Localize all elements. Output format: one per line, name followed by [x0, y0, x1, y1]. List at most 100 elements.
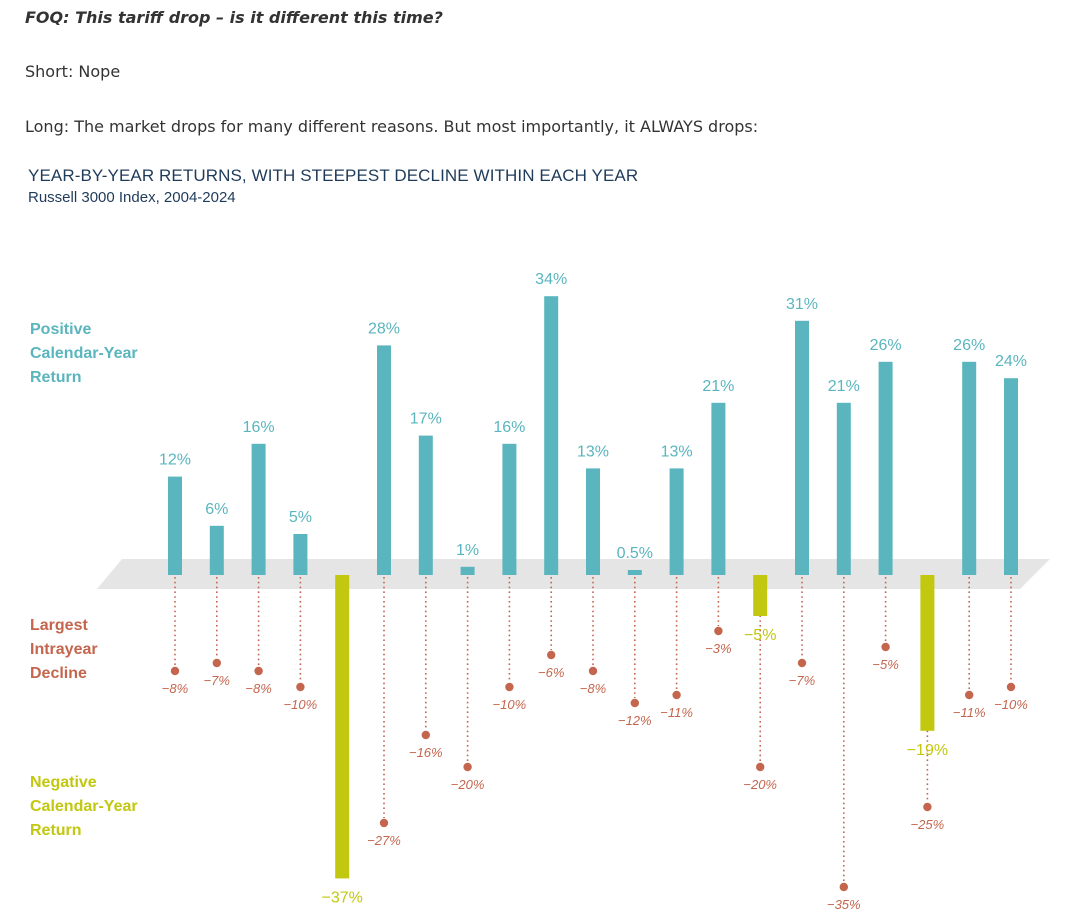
- negative-label-line: Calendar-Year: [30, 798, 138, 815]
- zero-baseline-band: [97, 559, 1050, 589]
- post-short-answer: Short: Nope: [25, 62, 121, 81]
- return-bar-2018: [753, 575, 768, 616]
- return-bar-2019: [795, 320, 809, 575]
- post-long-answer: Long: The market drops for many differen…: [25, 117, 759, 136]
- return-label-2005: 6%: [205, 501, 228, 518]
- decline-label-2006: −8%: [245, 681, 271, 696]
- chart-title: YEAR-BY-YEAR RETURNS, WITH STEEPEST DECL…: [28, 166, 639, 185]
- negative-label-line: Negative: [30, 774, 97, 791]
- decline-label-2019: −7%: [789, 673, 815, 688]
- decline-dot-2016: [672, 690, 681, 700]
- return-bar-2013: [544, 296, 559, 575]
- return-label-2016: 13%: [661, 443, 693, 460]
- return-bar-2004: [168, 476, 182, 575]
- return-bar-2010: [418, 435, 433, 575]
- decline-dot-2014: [588, 666, 598, 676]
- return-bar-2023: [962, 361, 977, 575]
- return-bar-2009: [377, 345, 391, 575]
- return-bar-2007: [293, 534, 308, 575]
- intrayear-decline-label: Largest Intrayear Decline: [30, 614, 98, 686]
- return-label-2018: −5%: [744, 627, 776, 644]
- return-label-2024: 24%: [995, 353, 1027, 370]
- return-bar-2017: [711, 402, 726, 575]
- decline-label-2015: −12%: [618, 713, 652, 728]
- decline-dot-2024: [1006, 682, 1016, 692]
- decline-label-2009: −27%: [367, 833, 401, 848]
- return-bar-2014: [586, 468, 600, 575]
- return-label-2019: 31%: [786, 296, 818, 313]
- return-label-2013: 34%: [535, 271, 567, 288]
- return-label-2020: 21%: [828, 378, 860, 395]
- return-label-2009: 28%: [368, 320, 400, 337]
- return-bar-2012: [502, 443, 517, 575]
- decline-label-line: Intrayear: [30, 641, 98, 658]
- decline-label-line: Decline: [30, 665, 87, 682]
- return-label-2023: 26%: [953, 337, 985, 354]
- chart-subtitle: Russell 3000 Index, 2004-2024: [28, 189, 236, 206]
- decline-dot-2007: [296, 682, 305, 692]
- decline-dot-2023: [965, 690, 974, 700]
- decline-dot-2015: [630, 698, 639, 708]
- return-label-2012: 16%: [493, 419, 525, 436]
- return-label-2008: −37%: [322, 889, 363, 906]
- return-label-2021: 26%: [870, 337, 902, 354]
- decline-dot-2011: [463, 762, 472, 772]
- decline-dot-2006: [254, 666, 263, 676]
- positive-label-line: Calendar-Year: [30, 345, 138, 362]
- return-label-2022: −19%: [907, 742, 948, 759]
- decline-dot-2010: [421, 730, 430, 740]
- decline-label-2005: −7%: [204, 673, 230, 688]
- decline-label-2021: −5%: [872, 657, 898, 672]
- decline-label-2011: −20%: [451, 777, 485, 792]
- decline-dot-2019: [797, 658, 807, 668]
- return-bar-2005: [209, 525, 224, 575]
- decline-label-2016: −11%: [660, 705, 693, 720]
- decline-label-line: Largest: [30, 617, 88, 634]
- decline-label-2012: −10%: [493, 697, 527, 712]
- decline-label-2020: −35%: [827, 897, 861, 912]
- decline-label-2017: −3%: [705, 641, 731, 656]
- decline-label-2014: −8%: [580, 681, 606, 696]
- decline-label-2024: −10%: [994, 697, 1028, 712]
- return-label-2006: 16%: [243, 419, 275, 436]
- return-bar-2006: [251, 443, 266, 575]
- positive-label-line: Return: [30, 369, 82, 386]
- return-bar-2024: [1004, 378, 1018, 575]
- positive-return-label: Positive Calendar-Year Return: [30, 318, 138, 390]
- decline-dot-2004: [170, 666, 180, 676]
- decline-dot-2013: [547, 650, 556, 660]
- negative-label-line: Return: [30, 822, 82, 839]
- return-label-2017: 21%: [702, 378, 734, 395]
- return-bar-2020: [836, 402, 851, 575]
- decline-label-2004: −8%: [162, 681, 188, 696]
- return-label-2010: 17%: [410, 411, 442, 428]
- return-label-2014: 13%: [577, 443, 609, 460]
- decline-dot-2009: [379, 818, 389, 828]
- decline-dot-2005: [212, 658, 221, 668]
- decline-dot-2021: [881, 642, 890, 652]
- decline-label-2010: −16%: [409, 745, 443, 760]
- return-label-2004: 12%: [159, 452, 191, 469]
- decline-label-2013: −6%: [538, 665, 564, 680]
- decline-label-2018: −20%: [743, 777, 777, 792]
- decline-dot-2020: [839, 882, 848, 892]
- decline-label-2023: −11%: [953, 705, 986, 720]
- return-bar-2022: [920, 575, 935, 731]
- decline-dot-2017: [714, 626, 723, 636]
- return-label-2015: 0.5%: [617, 545, 653, 562]
- return-label-2011: 1%: [456, 542, 479, 559]
- decline-dot-2022: [923, 802, 932, 812]
- return-label-2007: 5%: [289, 509, 312, 526]
- return-bar-2008: [335, 575, 350, 879]
- post-question: FOQ: This tariff drop – is it different …: [25, 8, 443, 27]
- return-bar-2021: [878, 361, 893, 575]
- return-bar-2011: [460, 566, 475, 575]
- decline-dot-2012: [505, 682, 514, 692]
- decline-label-2007: −10%: [284, 697, 318, 712]
- decline-dot-2018: [756, 762, 765, 772]
- return-bar-2016: [669, 468, 684, 575]
- return-bar-2015: [627, 570, 642, 575]
- decline-label-2022: −25%: [911, 817, 945, 832]
- negative-return-label: Negative Calendar-Year Return: [30, 771, 138, 843]
